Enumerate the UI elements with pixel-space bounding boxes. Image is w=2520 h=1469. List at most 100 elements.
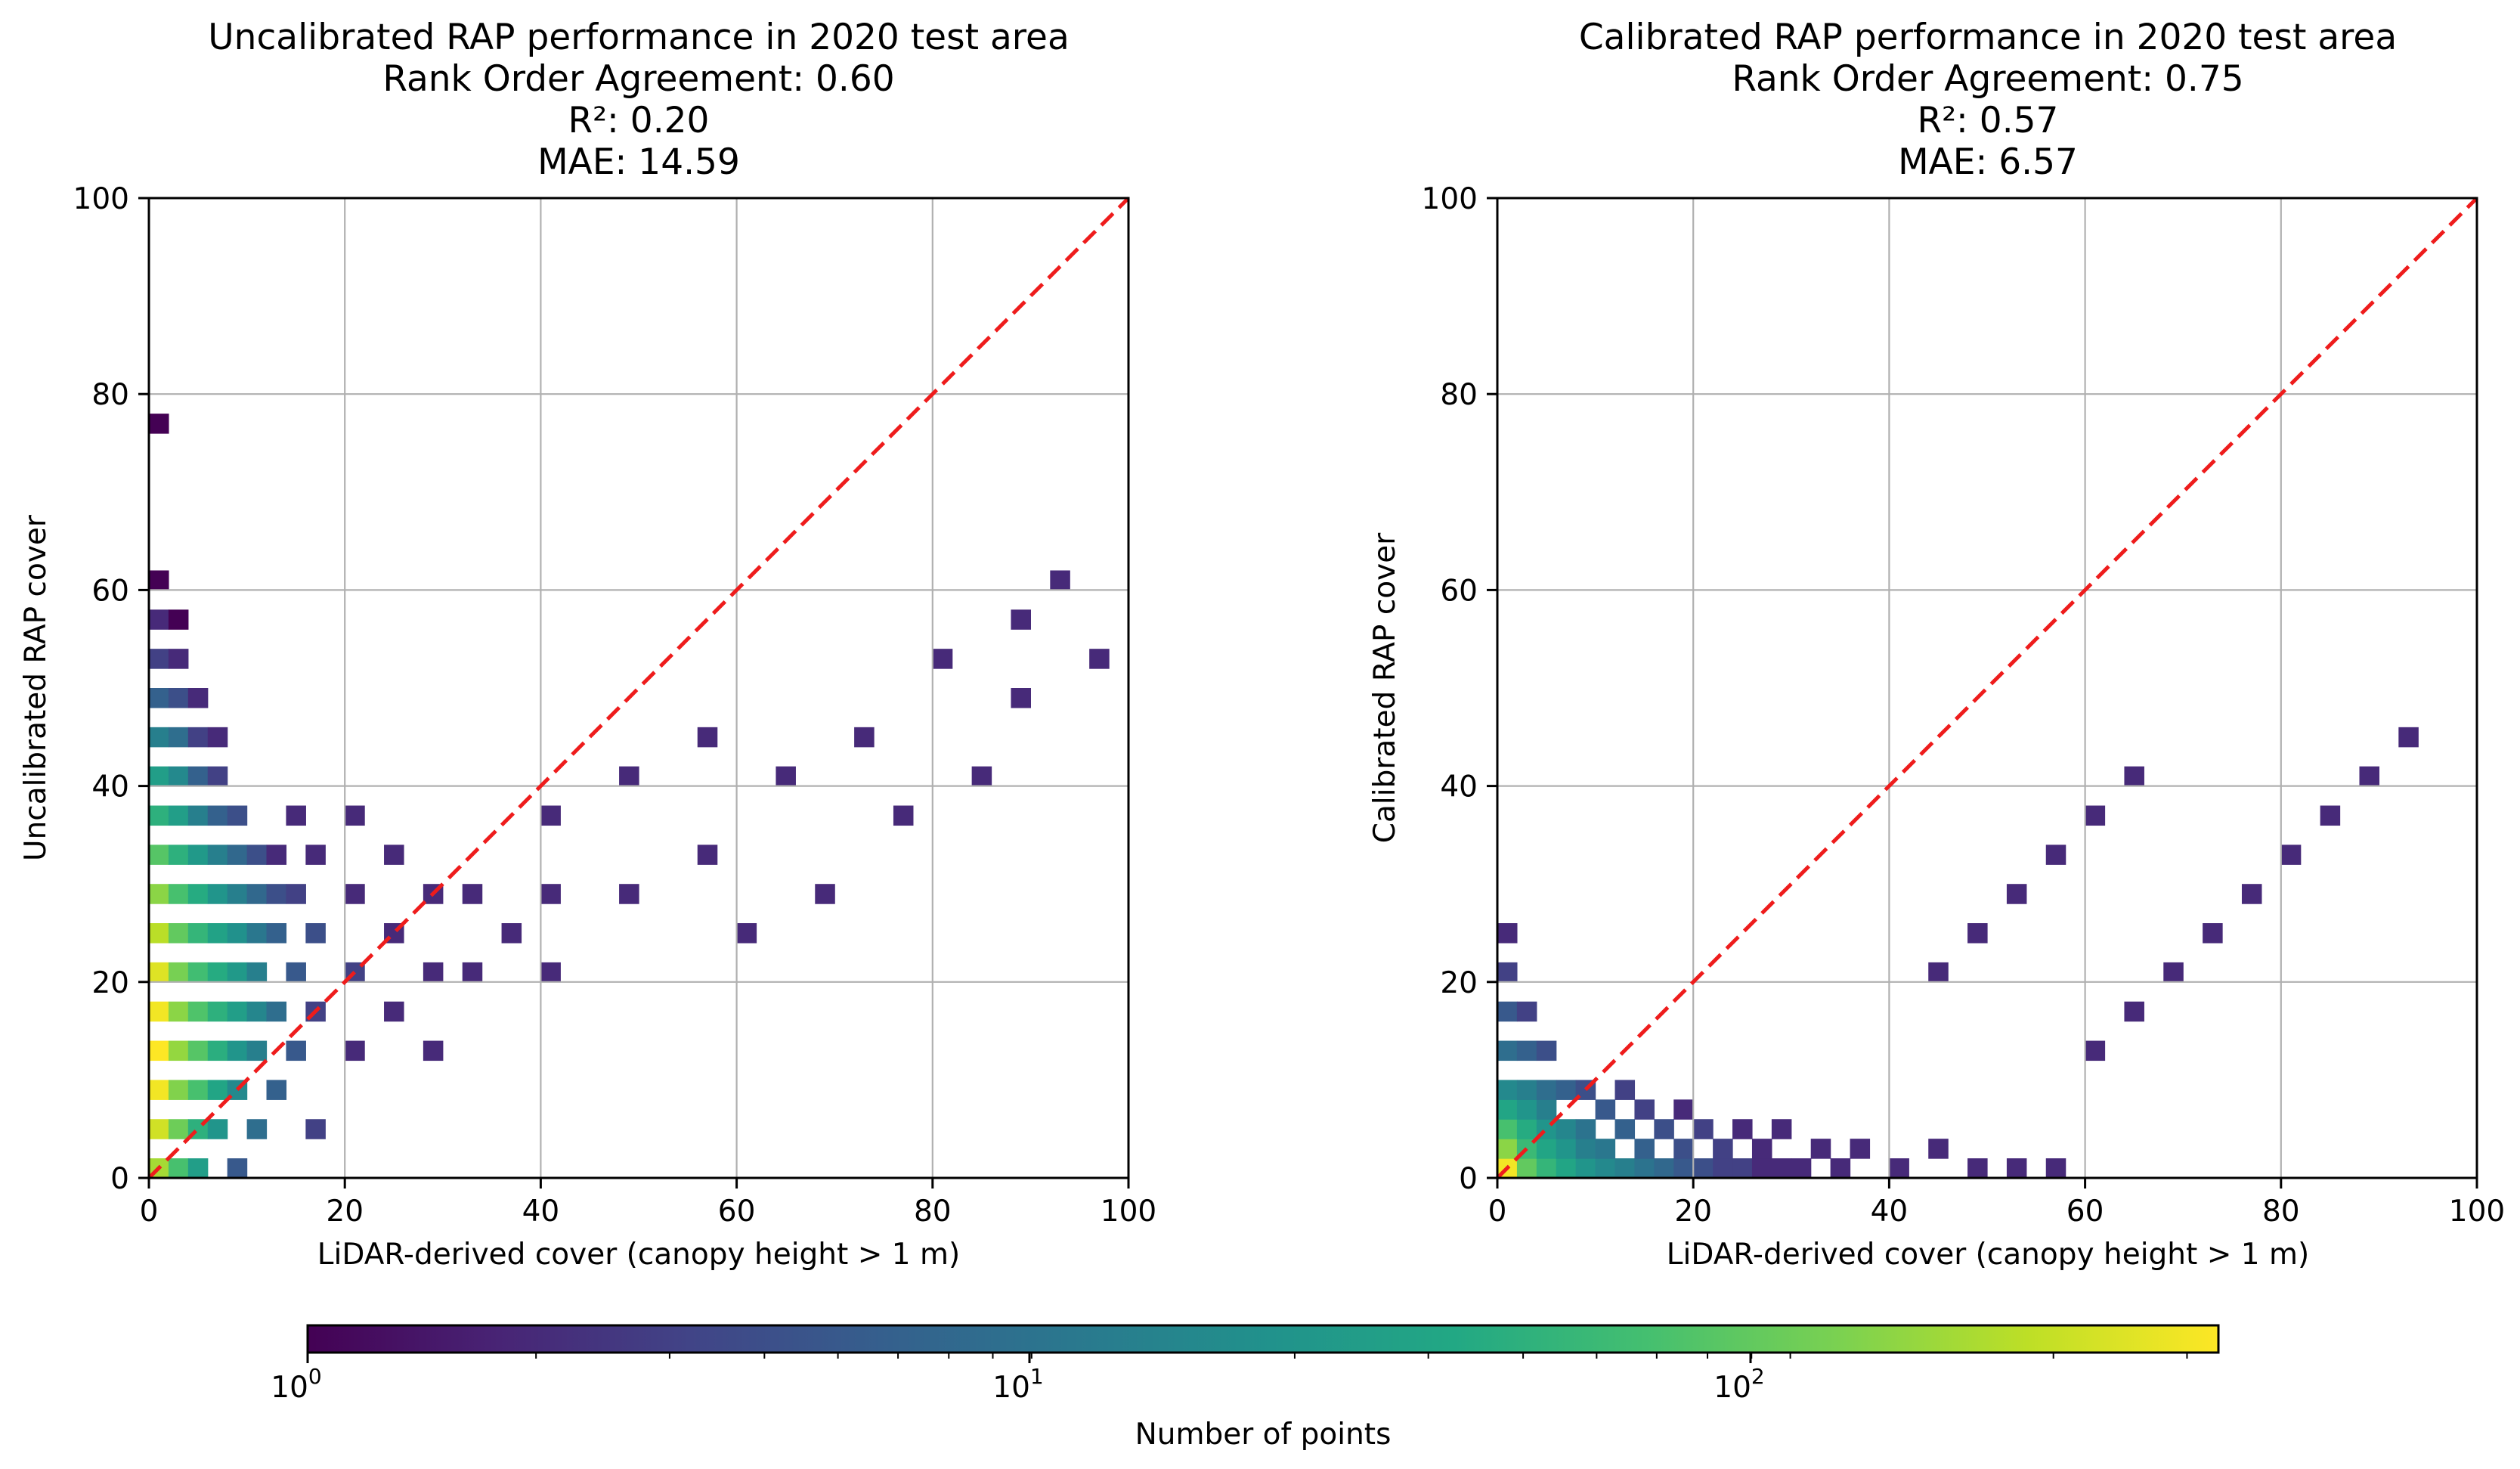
left-heatmap-cell xyxy=(187,1001,209,1022)
right-heatmap-cell xyxy=(1556,1080,1577,1100)
left-heatmap-cell xyxy=(168,649,189,669)
left-heatmap-cell xyxy=(149,414,169,434)
left-y-tick-label: 0 xyxy=(110,1162,129,1196)
right-heatmap-cell xyxy=(1516,1001,1537,1022)
right-heatmap-cell xyxy=(1967,923,1988,944)
left-heatmap-cell xyxy=(207,1119,228,1139)
right-heatmap-cell xyxy=(1673,1158,1694,1179)
left-x-tick-label: 60 xyxy=(718,1195,756,1229)
left-heatmap-cell xyxy=(384,845,404,865)
left-heatmap-cell xyxy=(246,923,268,944)
right-heatmap-cell xyxy=(1497,1001,1518,1022)
right-y-tick-label: 0 xyxy=(1459,1162,1478,1196)
right-heatmap-cell xyxy=(1556,1158,1577,1179)
right-heatmap-cell xyxy=(2045,1158,2066,1179)
left-heatmap-cell xyxy=(187,1158,209,1179)
right-heatmap-cell xyxy=(1713,1139,1733,1159)
right-x-tick-label: 80 xyxy=(2262,1195,2300,1229)
right-x-ticks: 0 20 40 60 80 100 xyxy=(1488,1178,2505,1229)
left-heatmap-cell xyxy=(305,923,326,944)
left-heatmap-cell xyxy=(187,727,209,748)
left-heatmap-cell xyxy=(168,845,189,865)
left-heatmap-cell xyxy=(227,805,248,826)
right-title-line-4: MAE: 6.57 xyxy=(1898,141,2078,183)
left-x-tick-label: 20 xyxy=(326,1195,364,1229)
left-heatmap-cell xyxy=(697,845,718,865)
left-heatmap-cell xyxy=(168,1040,189,1061)
left-heatmap-cell xyxy=(540,805,561,826)
right-heatmap-cell xyxy=(1693,1158,1714,1179)
right-heatmap-cell xyxy=(1497,1119,1518,1139)
left-heatmap-cell xyxy=(932,649,953,669)
right-y-tick-label: 100 xyxy=(1422,182,1478,216)
left-heatmap-cell xyxy=(168,766,189,787)
right-y-axis-label: Calibrated RAP cover xyxy=(1368,532,1402,843)
left-heatmap-cell xyxy=(168,1119,189,1139)
right-heatmap-cell xyxy=(1634,1158,1655,1179)
colorbar-tick-label-0: 100 xyxy=(271,1364,321,1405)
left-heatmap-cell xyxy=(168,1080,189,1100)
left-title-line-2: Rank Order Agreement: 0.60 xyxy=(382,58,894,100)
right-panel: Calibrated RAP performance in 2020 test … xyxy=(1368,17,2505,1272)
right-heatmap-cell xyxy=(1713,1158,1733,1179)
left-heatmap-cell xyxy=(1011,688,1031,708)
right-x-tick-label: 0 xyxy=(1488,1195,1507,1229)
left-heatmap-cell xyxy=(286,1040,306,1061)
right-y-tick-label: 60 xyxy=(1440,574,1478,608)
right-heatmap-cell xyxy=(1614,1158,1636,1179)
left-heatmap-cell xyxy=(266,884,287,904)
left-x-ticks: 0 20 40 60 80 100 xyxy=(140,1178,1156,1229)
left-heatmap-cell xyxy=(227,1040,248,1061)
left-heatmap-cell xyxy=(1050,570,1070,590)
right-x-tick-label: 60 xyxy=(2066,1195,2104,1229)
left-heatmap-cell xyxy=(149,962,169,983)
right-heatmap-cell xyxy=(1497,923,1518,944)
right-heatmap-cell xyxy=(1516,1099,1537,1120)
left-heatmap-cell xyxy=(227,1001,248,1022)
right-y-ticks: 0 20 40 60 80 100 xyxy=(1422,182,1497,1196)
left-heatmap-cell xyxy=(384,1001,404,1022)
left-y-axis-label: Uncalibrated RAP cover xyxy=(19,514,53,861)
right-heatmap-cell xyxy=(1771,1119,1792,1139)
left-heatmap-cell xyxy=(736,923,757,944)
right-heatmap-cell xyxy=(1850,1139,1871,1159)
left-heatmap-cell xyxy=(149,923,169,944)
left-heatmap-cell xyxy=(893,805,914,826)
left-heatmap-cell xyxy=(149,805,169,826)
left-heatmap-cell xyxy=(207,884,228,904)
left-heatmap-cell xyxy=(207,962,228,983)
left-heatmap-cell xyxy=(149,1119,169,1139)
left-heatmap-cell xyxy=(1011,609,1031,630)
left-heatmap-cell xyxy=(187,923,209,944)
right-heatmap-cell xyxy=(1967,1158,1988,1179)
left-heatmap-cell xyxy=(266,845,287,865)
left-heatmap-cell xyxy=(149,845,169,865)
right-heatmap-cell xyxy=(2163,962,2184,983)
left-heatmap-cell xyxy=(149,609,169,630)
left-heatmap-cell xyxy=(462,962,483,983)
left-panel: Uncalibrated RAP performance in 2020 tes… xyxy=(19,17,1156,1272)
left-heatmap-cell xyxy=(854,727,875,748)
left-heatmap-cell xyxy=(286,884,306,904)
left-heatmap-cell xyxy=(168,923,189,944)
left-heatmap-cell xyxy=(149,1040,169,1061)
left-heatmap-cell xyxy=(345,884,365,904)
right-heatmap-cell xyxy=(1732,1158,1753,1179)
right-heatmap-cell xyxy=(1732,1119,1753,1139)
left-heatmap-cell xyxy=(246,962,268,983)
colorbar-tick-label-1: 101 xyxy=(992,1364,1043,1405)
right-y-tick-label: 40 xyxy=(1440,770,1478,804)
left-heatmap-cell xyxy=(168,688,189,708)
right-x-tick-label: 20 xyxy=(1674,1195,1712,1229)
right-heatmap-cells xyxy=(1497,727,2419,1179)
right-heatmap-cell xyxy=(1654,1119,1674,1139)
left-heatmap-cell xyxy=(168,805,189,826)
left-heatmap-cell xyxy=(168,727,189,748)
right-heatmap-cell xyxy=(2006,1158,2027,1179)
colorbar-label: Number of points xyxy=(1135,1418,1392,1452)
right-heatmap-cell xyxy=(2398,727,2419,748)
left-y-tick-label: 20 xyxy=(91,966,129,1000)
left-heatmap-cell xyxy=(149,884,169,904)
left-heatmap-cell xyxy=(540,962,561,983)
